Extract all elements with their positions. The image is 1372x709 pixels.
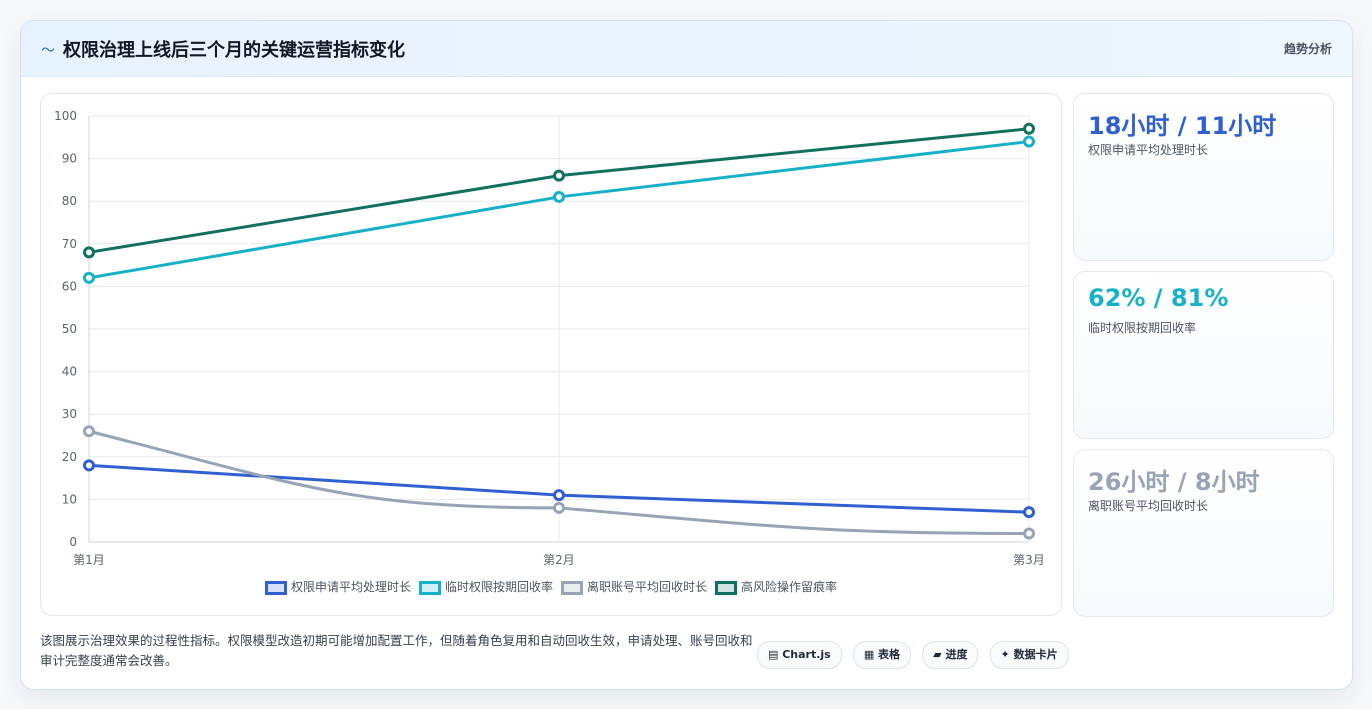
- y-tick-label: 0: [69, 535, 77, 549]
- legend-item-1[interactable]: 权限申请平均处理时长: [264, 578, 411, 595]
- legend-label: 高风险操作留痕率: [741, 580, 838, 594]
- stat-value: 18小时 / 11小时: [1088, 112, 1277, 140]
- data-point: [83, 459, 95, 472]
- stat-card-3: 26小时 / 8小时 离职账号平均回收时长: [1073, 449, 1334, 617]
- y-tick-label: 80: [62, 194, 77, 208]
- data-point: [1023, 135, 1035, 148]
- y-tick-label: 10: [62, 492, 77, 506]
- page-title: 权限治理上线后三个月的关键运营指标变化: [63, 40, 405, 61]
- footer-note: 该图展示治理效果的过程性指标。权限模型改造初期可能增加配置工作，但随着角色复用和…: [40, 633, 753, 668]
- y-tick-label: 30: [62, 407, 77, 421]
- x-tick-label: 第1月: [73, 553, 105, 567]
- y-tick-label: 40: [62, 365, 77, 379]
- card-header: 〜 权限治理上线后三个月的关键运营指标变化 趋势分析: [21, 21, 1352, 77]
- chip-group: ▤ Chart.js ▦ 表格 ▰ 进度 ✦ 数据卡片: [757, 641, 1075, 669]
- stat-label: 临时权限按期回收率: [1088, 321, 1197, 335]
- y-tick-label: 70: [62, 237, 77, 251]
- data-point: [553, 169, 565, 182]
- data-point: [83, 425, 95, 438]
- x-tick-label: 第3月: [1013, 553, 1045, 567]
- stat-card-2: 62% / 81% 临时权限按期回收率: [1073, 271, 1334, 439]
- y-tick-label: 20: [62, 450, 77, 464]
- stat-value: 26小时 / 8小时: [1088, 468, 1260, 496]
- x-tick-label: 第2月: [543, 553, 575, 567]
- y-tick-label: 90: [62, 152, 77, 166]
- chip-chartjs[interactable]: ▤ Chart.js: [757, 641, 842, 669]
- data-point: [1023, 527, 1035, 540]
- chip-data-cards[interactable]: ✦ 数据卡片: [989, 641, 1069, 669]
- legend-swatch: [418, 580, 441, 595]
- stat-label: 离职账号平均回收时长: [1088, 499, 1209, 513]
- chart-card: 〜 权限治理上线后三个月的关键运营指标变化 趋势分析 0 10 20 30 40 50 60…: [20, 20, 1353, 690]
- data-point: [553, 501, 565, 514]
- line-chart: 0 10 20 30 40 50 60 70 80 90 100 第1月 第2月 第3月: [54, 109, 1045, 567]
- legend-label: 权限申请平均处理时长: [290, 580, 411, 594]
- legend-item-3[interactable]: 离职账号平均回收时长: [561, 578, 707, 595]
- legend-swatch: [264, 580, 287, 595]
- y-tick-label: 60: [62, 279, 77, 293]
- legend-swatch: [561, 580, 583, 595]
- header-tag: 趋势分析: [1283, 42, 1332, 56]
- legend-label: 离职账号平均回收时长: [587, 580, 708, 594]
- chip-progress[interactable]: ▰ 进度: [922, 641, 979, 669]
- data-point: [1023, 506, 1035, 519]
- chip-table[interactable]: ▦ 表格: [852, 641, 912, 669]
- stat-label: 权限申请平均处理时长: [1088, 143, 1209, 157]
- legend-item-2[interactable]: 临时权限按期回收率: [418, 578, 553, 595]
- data-point: [553, 190, 565, 203]
- chart-legend: 权限申请平均处理时长 临时权限按期回收率 离职账号平均回收时长 高风险操作留痕率: [41, 578, 1061, 595]
- data-point: [1023, 122, 1035, 135]
- legend-item-4[interactable]: 高风险操作留痕率: [715, 578, 837, 595]
- stat-value: 62% / 81%: [1088, 284, 1229, 312]
- data-point: [553, 489, 565, 502]
- data-point: [83, 246, 95, 259]
- y-tick-label: 50: [62, 322, 77, 336]
- stat-card-1: 18小时 / 11小时 权限申请平均处理时长: [1073, 93, 1334, 261]
- legend-label: 临时权限按期回收率: [444, 580, 553, 594]
- y-tick-label: 100: [54, 109, 77, 123]
- trend-icon: 〜: [41, 43, 55, 59]
- legend-swatch: [715, 580, 738, 595]
- chart-panel: 0 10 20 30 40 50 60 70 80 90 100 第1月 第2月 第3月 权限申请平均处理…: [40, 93, 1062, 616]
- data-point: [83, 271, 95, 284]
